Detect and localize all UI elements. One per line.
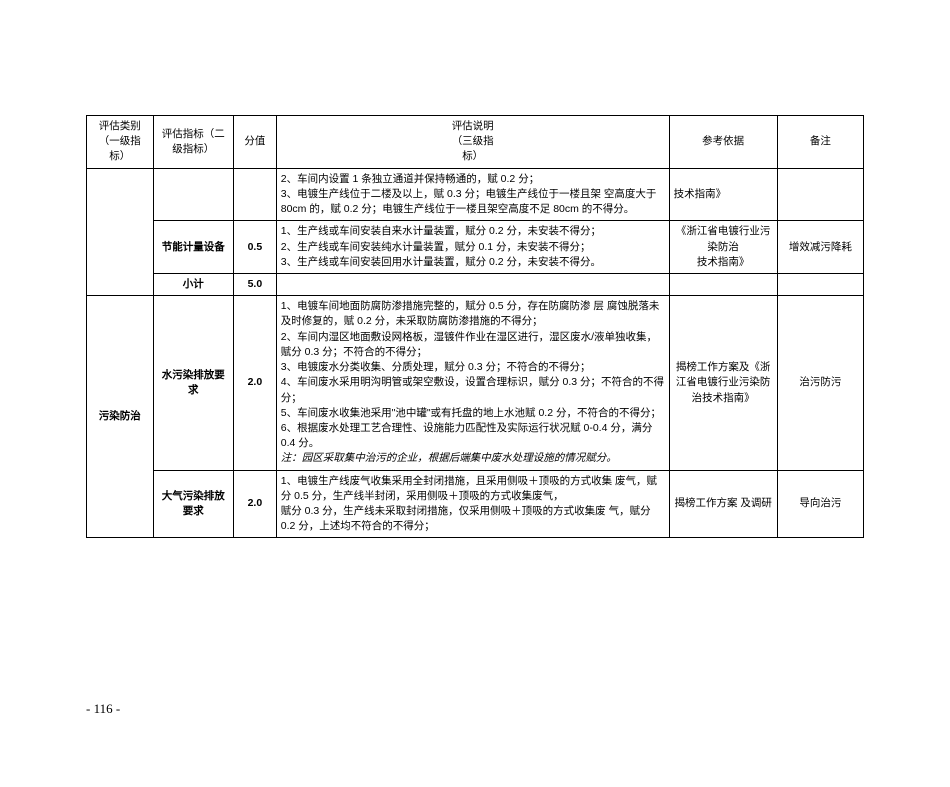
cell-indicator: 节能计量设备: [153, 221, 233, 274]
table-row: 节能计量设备 0.5 1、生产线或车间安装自来水计量装置，赋分 0.2 分，未安…: [87, 221, 864, 274]
header-indicator: 评估指标（二级指标）: [153, 116, 233, 169]
cell-description: 1、电镀车间地面防腐防渗措施完整的，赋分 0.5 分，存在防腐防渗 层 腐蚀脱落…: [276, 296, 669, 470]
header-score: 分值: [233, 116, 276, 169]
cell-description: 2、车间内设置 1 条独立通道并保持畅通的，赋 0.2 分；3、电镀生产线位于二…: [276, 168, 669, 221]
cell-description: 1、电镀生产线废气收集采用全封闭措施，且采用侧吸＋顶吸的方式收集 废气，赋分 0…: [276, 470, 669, 538]
cell-reference: 揭榜工作方案 及调研: [669, 470, 777, 538]
cell-indicator-blank: [153, 168, 233, 221]
table-row: 污染防治 水污染排放要求 2.0 1、电镀车间地面防腐防渗措施完整的，赋分 0.…: [87, 296, 864, 470]
cell-reference: 揭榜工作方案及《浙江省电镀行业污染防治技术指南》: [669, 296, 777, 470]
header-reference: 参考依据: [669, 116, 777, 169]
cell-score-blank: [233, 168, 276, 221]
table-row: 2、车间内设置 1 条独立通道并保持畅通的，赋 0.2 分；3、电镀生产线位于二…: [87, 168, 864, 221]
cell-description: 1、生产线或车间安装自来水计量装置，赋分 0.2 分，未安装不得分；2、生产线或…: [276, 221, 669, 274]
header-note: 备注: [777, 116, 863, 169]
table-row: 大气污染排放要求 2.0 1、电镀生产线废气收集采用全封闭措施，且采用侧吸＋顶吸…: [87, 470, 864, 538]
header-category: 评估类别（一级指标）: [87, 116, 154, 169]
cell-indicator: 水污染排放要求: [153, 296, 233, 470]
header-description: 评估说明 （三级指 标）: [276, 116, 669, 169]
cell-empty: [777, 273, 863, 295]
cell-empty: [276, 273, 669, 295]
cell-indicator: 大气污染排放要求: [153, 470, 233, 538]
cell-note-blank: [777, 168, 863, 221]
cell-note: 增效减污降耗: [777, 221, 863, 274]
cell-note: 导向治污: [777, 470, 863, 538]
cell-empty: [669, 273, 777, 295]
cell-score: 2.0: [233, 296, 276, 470]
evaluation-table: 评估类别（一级指标） 评估指标（二级指标） 分值 评估说明 （三级指 标） 参考…: [86, 115, 864, 538]
header-row: 评估类别（一级指标） 评估指标（二级指标） 分值 评估说明 （三级指 标） 参考…: [87, 116, 864, 169]
table-row: 小计 5.0: [87, 273, 864, 295]
cell-reference: 技术指南》: [669, 168, 777, 221]
cell-score: 2.0: [233, 470, 276, 538]
cell-category-blank: [87, 168, 154, 296]
cell-reference: 《浙江省电镀行业污染防治技术指南》: [669, 221, 777, 274]
cell-note: 治污防污: [777, 296, 863, 470]
page-number: - 116 -: [86, 701, 120, 717]
cell-category: 污染防治: [87, 296, 154, 538]
cell-score-subtotal: 5.0: [233, 273, 276, 295]
cell-indicator-subtotal: 小计: [153, 273, 233, 295]
cell-score: 0.5: [233, 221, 276, 274]
